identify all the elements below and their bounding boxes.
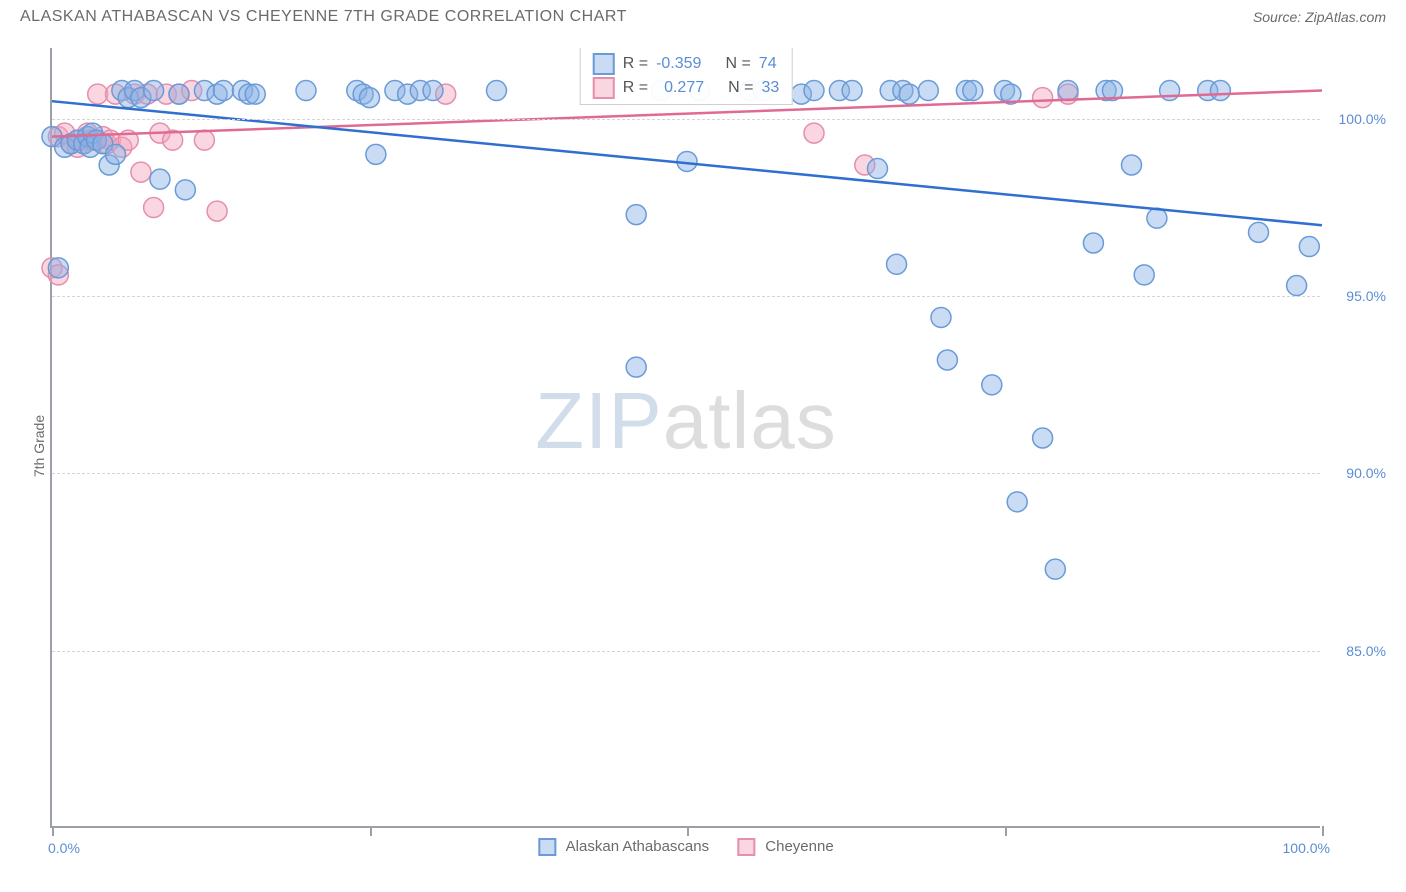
scatter-point [626, 205, 646, 225]
scatter-point [842, 81, 862, 101]
n-value-series2: 33 [761, 79, 779, 97]
gridline [52, 473, 1320, 474]
x-tick [52, 826, 54, 836]
source-name: ZipAtlas.com [1305, 9, 1386, 25]
chart-area: ZIPatlas R = -0.359 N = 74 R = 0.277 N =… [50, 48, 1390, 828]
scatter-point [918, 81, 938, 101]
scatter-point [1007, 492, 1027, 512]
n-label-2: N = [728, 79, 753, 97]
scatter-point [366, 144, 386, 164]
scatter-point [48, 258, 68, 278]
scatter-point [868, 159, 888, 179]
scatter-svg [52, 48, 1320, 826]
source-label: Source: [1253, 9, 1305, 25]
scatter-point [207, 201, 227, 221]
scatter-point [1045, 559, 1065, 579]
y-tick-label: 90.0% [1346, 465, 1386, 481]
scatter-point [626, 357, 646, 377]
scatter-point [1058, 81, 1078, 101]
scatter-point [982, 375, 1002, 395]
scatter-point [131, 162, 151, 182]
scatter-point [963, 81, 983, 101]
chart-title: ALASKAN ATHABASCAN VS CHEYENNE 7TH GRADE… [20, 8, 627, 26]
n-value-series1: 74 [759, 55, 777, 73]
legend-label-series1: Alaskan Athabascans [566, 838, 709, 855]
chart-header: ALASKAN ATHABASCAN VS CHEYENNE 7TH GRADE… [0, 0, 1406, 30]
scatter-point [1210, 81, 1230, 101]
stats-swatch-series1 [593, 53, 615, 75]
scatter-point [423, 81, 443, 101]
scatter-point [1147, 208, 1167, 228]
y-axis-label: 7th Grade [31, 415, 47, 477]
scatter-point [931, 307, 951, 327]
stats-row-series2: R = 0.277 N = 33 [593, 76, 780, 100]
scatter-point [899, 84, 919, 104]
scatter-point [1299, 237, 1319, 257]
scatter-point [144, 198, 164, 218]
stats-row-series1: R = -0.359 N = 74 [593, 52, 780, 76]
x-tick [1322, 826, 1324, 836]
gridline [52, 296, 1320, 297]
legend-swatch-series1 [538, 838, 556, 856]
x-tick-label-min: 0.0% [48, 840, 80, 856]
scatter-point [175, 180, 195, 200]
x-tick-label-max: 100.0% [1283, 840, 1330, 856]
stats-swatch-series2 [593, 77, 615, 99]
scatter-point [1083, 233, 1103, 253]
scatter-point [88, 84, 108, 104]
x-tick [687, 826, 689, 836]
y-tick-label: 85.0% [1346, 643, 1386, 659]
scatter-point [296, 81, 316, 101]
r-value-series1: -0.359 [656, 55, 701, 73]
legend-swatch-series2 [737, 838, 755, 856]
scatter-point [360, 88, 380, 108]
gridline [52, 119, 1320, 120]
scatter-point [144, 81, 164, 101]
scatter-point [487, 81, 507, 101]
scatter-point [804, 81, 824, 101]
x-tick [370, 826, 372, 836]
r-value-series2: 0.277 [656, 79, 704, 97]
scatter-point [169, 84, 189, 104]
scatter-point [1122, 155, 1142, 175]
scatter-point [887, 254, 907, 274]
scatter-point [245, 84, 265, 104]
gridline [52, 651, 1320, 652]
y-tick-label: 100.0% [1339, 111, 1386, 127]
scatter-point [194, 130, 214, 150]
legend: Alaskan Athabascans Cheyenne [538, 838, 833, 856]
scatter-point [106, 144, 126, 164]
legend-item-series1: Alaskan Athabascans [538, 838, 709, 856]
scatter-point [804, 123, 824, 143]
scatter-point [1287, 276, 1307, 296]
legend-item-series2: Cheyenne [737, 838, 834, 856]
plot-area: ZIPatlas R = -0.359 N = 74 R = 0.277 N =… [50, 48, 1320, 828]
scatter-point [1134, 265, 1154, 285]
scatter-point [1249, 222, 1269, 242]
source-attribution: Source: ZipAtlas.com [1253, 9, 1386, 25]
scatter-point [213, 81, 233, 101]
stats-box: R = -0.359 N = 74 R = 0.277 N = 33 [580, 48, 793, 105]
r-label-2: R = [623, 79, 648, 97]
scatter-point [1033, 88, 1053, 108]
r-label-1: R = [623, 55, 648, 73]
scatter-point [150, 169, 170, 189]
y-tick-label: 95.0% [1346, 288, 1386, 304]
scatter-point [937, 350, 957, 370]
legend-label-series2: Cheyenne [765, 838, 833, 855]
x-tick [1005, 826, 1007, 836]
scatter-point [1033, 428, 1053, 448]
n-label-1: N = [725, 55, 750, 73]
